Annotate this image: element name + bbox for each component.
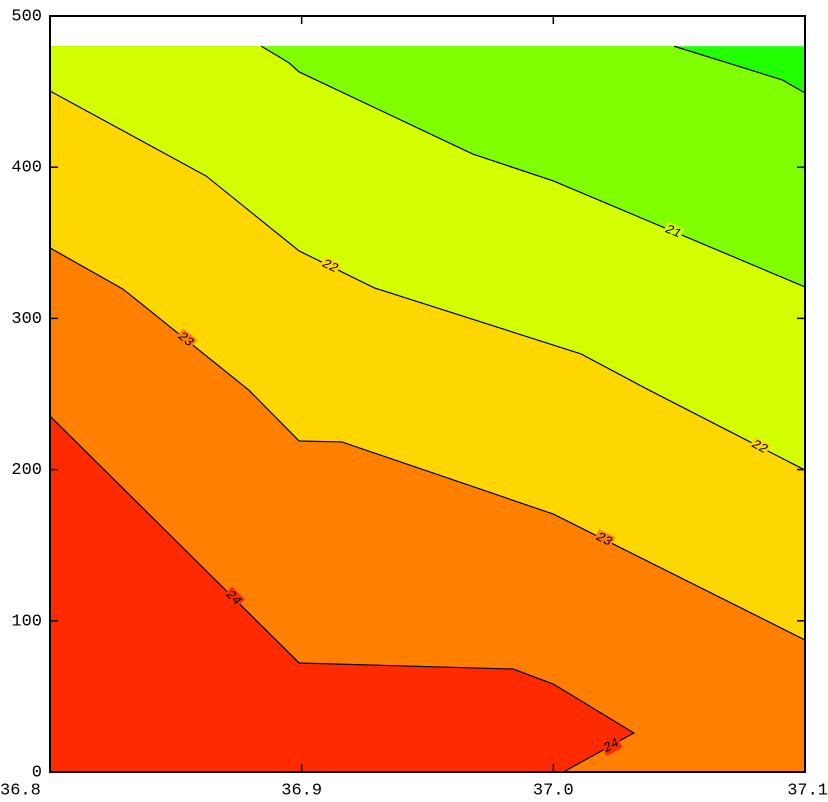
contour-line: [49, 90, 806, 471]
contour-label-bg: [222, 586, 245, 610]
contour-label-bg: [748, 436, 771, 458]
contour-label: 24: [601, 735, 622, 756]
contour-label-bg: [592, 529, 616, 550]
contour-label: 22: [320, 256, 341, 276]
y-tick-label: 0: [32, 763, 42, 782]
plot-frame: [49, 15, 806, 773]
contour-line: [261, 45, 806, 288]
contour-label-bg: [600, 734, 623, 756]
y-tick-label: 200: [11, 461, 42, 480]
contour-line: [673, 45, 806, 94]
contour-label-bg: [662, 221, 685, 242]
contour-line: [49, 415, 636, 773]
y-tick-label: 500: [11, 7, 42, 26]
x-tick-label: 36.8: [0, 781, 41, 800]
band: [50, 416, 634, 772]
x-tick-label: 37.1: [787, 781, 828, 800]
y-tick-label: 100: [11, 612, 42, 631]
contour-label: 23: [594, 529, 615, 549]
contour-label: 21: [663, 221, 683, 241]
contour-label-bg: [174, 328, 198, 351]
x-tick-label: 37.0: [533, 781, 574, 800]
contour-line: [49, 247, 806, 641]
contour-label-bg: [318, 255, 342, 277]
y-tick-label: 300: [11, 310, 42, 329]
x-tick-label: 36.9: [281, 781, 322, 800]
y-tick-label: 400: [11, 159, 42, 178]
contour-label: 22: [749, 436, 770, 457]
